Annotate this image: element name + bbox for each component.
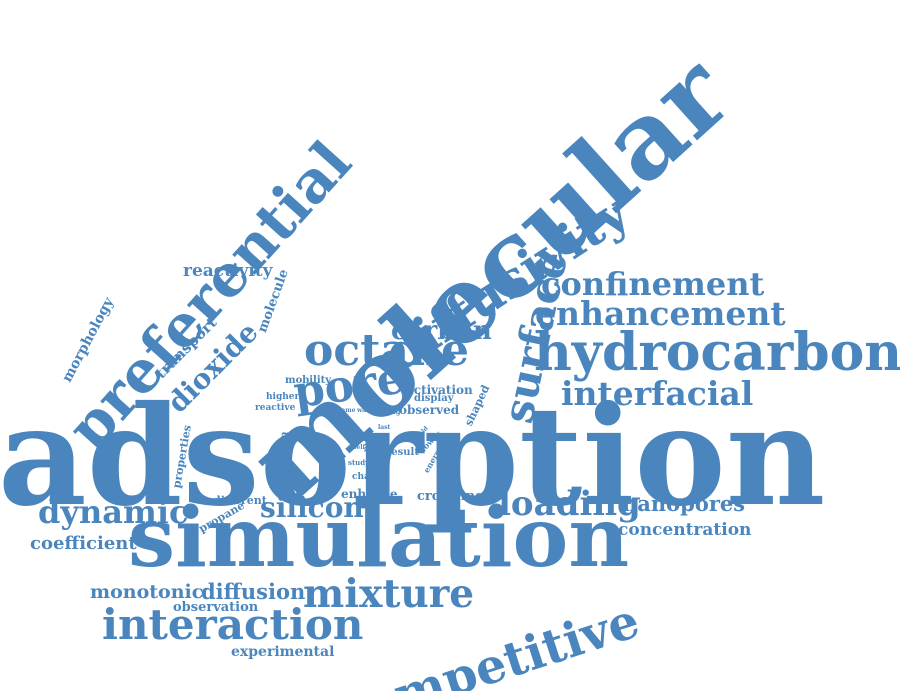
word-wall: wall bbox=[357, 407, 371, 414]
word-monotonic: monotonic bbox=[90, 581, 204, 603]
word-mobility: mobility bbox=[285, 375, 332, 386]
word-different: different bbox=[213, 494, 267, 507]
word-dynamic: dynamic bbox=[38, 493, 189, 531]
word-coefficient: coefficient bbox=[30, 533, 137, 554]
word-enhance: enhance bbox=[341, 487, 398, 501]
word-octane: octane bbox=[304, 325, 469, 376]
word-diffusion: diffusion bbox=[201, 579, 306, 604]
word-change: change bbox=[352, 472, 389, 482]
word-silicon: silicon bbox=[260, 491, 364, 524]
word-interfacial: interfacial bbox=[561, 374, 754, 413]
word-slit: slit bbox=[370, 438, 385, 448]
word-interaction: interaction bbox=[102, 600, 364, 649]
word-same: same bbox=[338, 407, 356, 414]
word-experimental: experimental bbox=[231, 644, 335, 660]
word-self: self bbox=[353, 444, 366, 451]
word-simulation: simulation bbox=[128, 490, 630, 586]
word-observation: observation bbox=[173, 600, 259, 615]
word-nanopores: nanopores bbox=[622, 491, 746, 516]
word-last: last bbox=[378, 424, 391, 431]
word-adsorption: adsorption bbox=[0, 376, 826, 537]
word-crowding: crowding bbox=[417, 489, 485, 504]
word-result: result bbox=[386, 447, 419, 458]
word-reactive: reactive bbox=[255, 403, 296, 413]
word-reactivity: reactivity bbox=[183, 261, 273, 281]
word-hydrocarbon: hydrocarbon bbox=[534, 322, 900, 383]
word-carbon: carbon bbox=[391, 316, 492, 346]
word-mixture: mixture bbox=[303, 571, 475, 617]
word-display: display bbox=[414, 393, 454, 404]
word-concentration: concentration bbox=[618, 520, 752, 540]
word-strong: strong bbox=[375, 407, 401, 416]
word-higher: higher bbox=[266, 392, 300, 402]
word-enhancement: enhancement bbox=[535, 294, 786, 333]
word-activation: activation bbox=[406, 383, 473, 397]
word-study: study bbox=[348, 458, 370, 467]
word-confinement: confinement bbox=[541, 265, 765, 303]
word-observed: observed bbox=[399, 403, 460, 417]
word-loading: loading bbox=[498, 484, 641, 524]
